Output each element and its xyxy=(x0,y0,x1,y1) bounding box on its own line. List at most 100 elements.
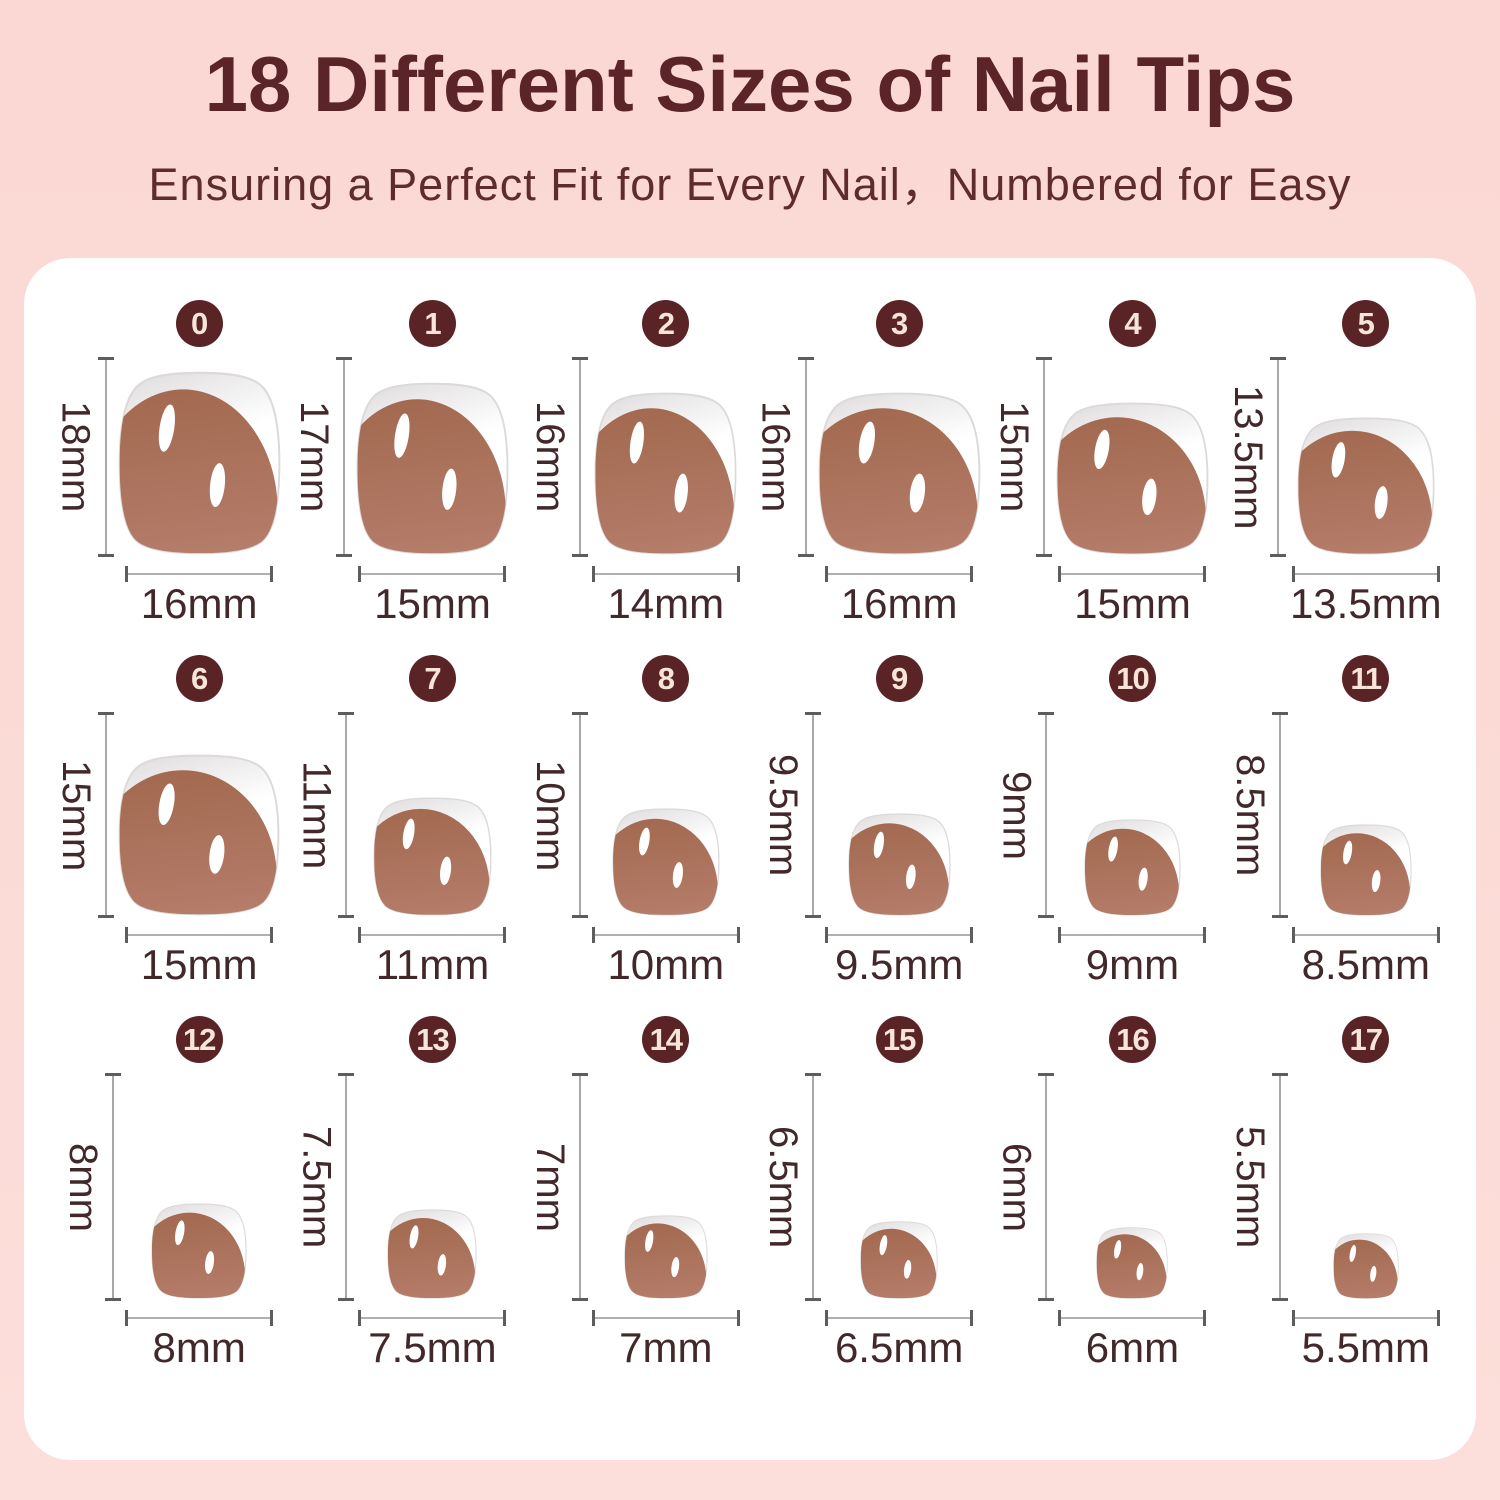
nail-size-cell: 9.5mm 9 9.5mm xyxy=(750,655,983,988)
height-measure-line xyxy=(1271,1073,1288,1302)
height-measure: 7mm xyxy=(527,1073,588,1302)
nail-tip-illustration xyxy=(1056,402,1209,555)
nail-column: 9 9.5mm xyxy=(825,655,974,988)
height-measure: 8.5mm xyxy=(1227,712,1288,919)
width-label: 7mm xyxy=(619,1324,713,1372)
height-measure-line xyxy=(805,712,822,919)
nail-tip-illustration xyxy=(151,1203,247,1299)
nail-size-cell: 18mm 0 16mm xyxy=(50,300,283,627)
nail-tip-illustration xyxy=(1096,1227,1169,1300)
nail-column: 6 15mm xyxy=(118,655,280,988)
height-measure-line xyxy=(571,712,588,919)
nail-gloss-highlight xyxy=(438,1254,447,1276)
nail-gloss-highlight xyxy=(1349,1245,1356,1263)
nail-illustration-area xyxy=(1297,357,1435,557)
height-label: 11mm xyxy=(294,761,339,870)
nail-size-cell: 7mm 14 7mm xyxy=(517,1016,750,1371)
nail-size-cell: 7.5mm 13 7.5mm xyxy=(283,1016,516,1371)
size-number-badge: 0 xyxy=(175,300,223,347)
height-measure: 13.5mm xyxy=(1225,357,1286,557)
height-measure-line xyxy=(805,1073,822,1302)
height-measure-line xyxy=(98,712,115,919)
size-number-badge: 5 xyxy=(1342,300,1390,347)
nail-body xyxy=(860,1229,937,1299)
width-measure-line xyxy=(825,1310,974,1327)
size-number-badge: 3 xyxy=(875,300,923,347)
size-number-badge: 12 xyxy=(175,1016,223,1064)
nail-gloss-highlight xyxy=(1142,478,1157,516)
nail-tip-illustration xyxy=(818,392,980,555)
nail-tip-illustration xyxy=(860,1221,938,1300)
nail-gloss-highlight xyxy=(1374,486,1388,520)
nail-gloss-highlight xyxy=(209,835,225,874)
nail-gloss-highlight xyxy=(909,473,925,513)
nail-illustration-area xyxy=(151,1073,247,1301)
nail-body xyxy=(1320,833,1410,916)
nail-illustration-area xyxy=(1084,712,1181,918)
nail-column: 10 9mm xyxy=(1058,655,1207,989)
nail-gloss-highlight xyxy=(1342,840,1352,865)
size-number-badge: 2 xyxy=(642,300,690,347)
nail-body xyxy=(595,408,735,554)
nail-tip-illustration xyxy=(387,1209,478,1300)
nail-gloss-highlight xyxy=(672,862,683,889)
nail-size-cell: 8mm 12 8mm xyxy=(50,1016,283,1371)
nail-gloss-highlight xyxy=(879,1235,888,1256)
nail-column: 7 11mm xyxy=(358,655,507,988)
nail-body xyxy=(848,823,949,916)
nail-size-cell: 15mm 6 15mm xyxy=(50,655,283,988)
width-label: 10mm xyxy=(607,941,725,989)
nail-column: 12 8mm xyxy=(125,1016,274,1371)
nail-tip-illustration xyxy=(118,371,281,555)
height-measure: 15mm xyxy=(53,712,115,919)
size-number-badge: 4 xyxy=(1108,300,1156,347)
nail-body xyxy=(119,389,278,554)
height-measure: 6.5mm xyxy=(760,1073,822,1302)
nail-illustration-area xyxy=(594,357,737,557)
nail-tip-illustration xyxy=(624,1215,708,1300)
nail-gloss-highlight xyxy=(644,1230,654,1253)
nail-body xyxy=(119,770,277,915)
nail-tip-illustration xyxy=(118,754,280,916)
nail-size-cell: 10mm 8 10mm xyxy=(517,655,750,988)
height-measure: 17mm xyxy=(291,357,352,557)
nail-gloss-highlight xyxy=(158,404,175,452)
nail-gloss-highlight xyxy=(1369,1266,1377,1283)
size-number-badge: 6 xyxy=(175,655,223,703)
height-label: 16mm xyxy=(527,401,572,513)
nail-body xyxy=(152,1212,246,1299)
nail-illustration-area xyxy=(860,1073,938,1301)
height-label: 15mm xyxy=(54,759,99,871)
width-label: 6.5mm xyxy=(834,1324,964,1372)
nail-column: 11 8.5mm xyxy=(1291,655,1440,988)
nail-body xyxy=(1298,430,1433,554)
nail-size-cell: 13.5mm 5 13.5mm xyxy=(1217,300,1450,627)
height-measure: 11mm xyxy=(293,712,355,919)
nail-column: 4 15mm xyxy=(1056,300,1209,627)
width-measure-line xyxy=(825,927,974,944)
height-measure-line xyxy=(97,357,114,557)
height-measure: 9.5mm xyxy=(760,712,822,919)
height-label: 18mm xyxy=(53,401,98,513)
height-measure: 16mm xyxy=(753,357,814,557)
size-chart-panel: 18mm 0 16mm 17mm xyxy=(24,258,1476,1460)
nail-column: 13 7.5mm xyxy=(358,1016,507,1371)
nail-gloss-highlight xyxy=(1138,867,1148,891)
height-label: 16mm xyxy=(753,401,798,513)
height-measure-line xyxy=(335,357,352,557)
nail-gloss-highlight xyxy=(175,1220,185,1246)
width-measure-line xyxy=(1058,1310,1207,1327)
size-number-badge: 14 xyxy=(642,1016,690,1064)
width-label: 9mm xyxy=(1085,941,1180,989)
width-label: 15mm xyxy=(140,941,258,989)
nail-gloss-highlight xyxy=(674,473,689,513)
nail-tip-illustration xyxy=(373,797,492,916)
nail-column: 0 16mm xyxy=(118,300,281,627)
height-measure-line xyxy=(338,712,355,919)
nail-illustration-area xyxy=(612,712,720,918)
nail-body xyxy=(1057,417,1206,554)
nail-gloss-highlight xyxy=(1108,836,1118,862)
nail-gloss-highlight xyxy=(1331,442,1346,478)
nail-size-cell: 8.5mm 11 8.5mm xyxy=(1217,655,1450,988)
width-measure-line xyxy=(1291,1310,1440,1327)
